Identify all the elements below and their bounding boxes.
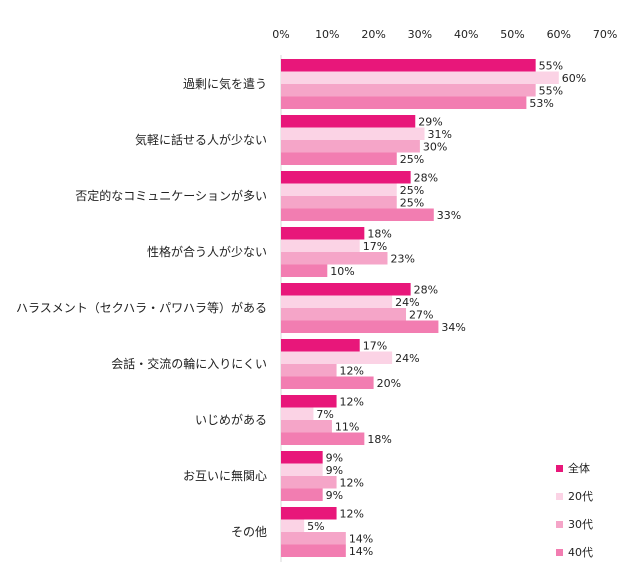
bar-value-label: 29% <box>418 116 442 129</box>
bar-0 <box>281 59 536 72</box>
bar-value-label: 55% <box>539 85 563 98</box>
bar-2 <box>281 84 536 97</box>
bar-value-label: 9% <box>326 489 343 502</box>
bar-3 <box>281 320 439 333</box>
bar-2 <box>281 140 420 153</box>
legend-swatch <box>556 465 563 472</box>
bar-value-label: 5% <box>307 520 324 533</box>
bar-value-label: 34% <box>441 321 465 334</box>
bar-1 <box>281 407 314 420</box>
bar-0 <box>281 507 337 520</box>
bar-value-label: 25% <box>400 153 424 166</box>
bar-3 <box>281 488 323 501</box>
bar-value-label: 17% <box>363 340 387 353</box>
bar-value-label: 12% <box>340 396 364 409</box>
category-label: 過剰に気を遣う <box>183 76 267 91</box>
bar-value-label: 30% <box>423 141 447 154</box>
bar-2 <box>281 476 337 489</box>
x-tick-label: 30% <box>408 28 432 41</box>
category-label: ハラスメント（セクハラ・パワハラ等）がある <box>16 300 267 315</box>
bar-3 <box>281 544 346 557</box>
bar-0 <box>281 115 416 128</box>
x-tick-label: 10% <box>315 28 339 41</box>
bar-value-label: 25% <box>400 197 424 210</box>
bar-value-label: 20% <box>377 377 401 390</box>
bar-value-label: 33% <box>437 209 461 222</box>
bar-1 <box>281 351 393 364</box>
bar-value-label: 18% <box>367 228 391 241</box>
bar-value-label: 9% <box>326 452 343 465</box>
x-tick-label: 40% <box>454 28 478 41</box>
bar-3 <box>281 152 397 165</box>
bar-value-label: 31% <box>428 128 452 141</box>
bar-0 <box>281 339 360 352</box>
category-label: 気軽に話せる人が少ない <box>135 132 267 147</box>
legend-label: 40代 <box>568 546 593 559</box>
bar-1 <box>281 295 393 308</box>
bar-0 <box>281 227 365 240</box>
bar-value-label: 24% <box>395 296 419 309</box>
bar-3 <box>281 264 328 277</box>
bar-value-label: 18% <box>367 433 391 446</box>
x-tick-label: 0% <box>272 28 289 41</box>
bar-value-label: 23% <box>390 253 414 266</box>
bar-value-label: 12% <box>340 477 364 490</box>
legend-label: 全体 <box>568 461 590 475</box>
bar-value-label: 9% <box>326 464 343 477</box>
bar-value-label: 7% <box>316 408 333 421</box>
bar-2 <box>281 252 388 265</box>
x-tick-label: 50% <box>500 28 524 41</box>
bar-value-label: 14% <box>349 545 373 558</box>
bar-3 <box>281 96 527 109</box>
bar-value-label: 27% <box>409 309 433 322</box>
bar-0 <box>281 283 411 296</box>
bar-value-label: 53% <box>529 97 553 110</box>
legend-label: 20代 <box>568 490 593 503</box>
bar-value-label: 12% <box>340 365 364 378</box>
bar-2 <box>281 420 332 433</box>
legend-swatch <box>556 493 563 500</box>
category-label: いじめがある <box>195 412 267 427</box>
category-label: お互いに無関心 <box>183 468 267 483</box>
bar-value-label: 10% <box>330 265 354 278</box>
bar-1 <box>281 183 397 196</box>
bar-value-label: 12% <box>340 508 364 521</box>
legend-swatch <box>556 521 563 528</box>
legend-label: 30代 <box>568 518 593 531</box>
bar-0 <box>281 395 337 408</box>
bar-value-label: 17% <box>363 240 387 253</box>
bar-value-label: 25% <box>400 184 424 197</box>
x-tick-label: 70% <box>593 28 617 41</box>
x-tick-label: 20% <box>361 28 385 41</box>
bar-value-label: 11% <box>335 421 359 434</box>
bar-3 <box>281 208 434 221</box>
bar-2 <box>281 196 397 209</box>
bar-3 <box>281 376 374 389</box>
bar-value-label: 60% <box>562 72 586 85</box>
bar-1 <box>281 127 425 140</box>
bar-value-label: 28% <box>414 172 438 185</box>
bar-0 <box>281 171 411 184</box>
bar-value-label: 14% <box>349 533 373 546</box>
category-label: 性格が合う人が少ない <box>147 244 267 259</box>
bar-2 <box>281 364 337 377</box>
bar-2 <box>281 308 407 321</box>
bar-0 <box>281 451 323 464</box>
bar-value-label: 55% <box>539 60 563 73</box>
bar-1 <box>281 519 305 532</box>
category-label: その他 <box>231 525 267 539</box>
bar-1 <box>281 239 360 252</box>
bar-3 <box>281 432 365 445</box>
category-label: 否定的なコミュニケーションが多い <box>75 188 267 203</box>
bar-1 <box>281 71 559 84</box>
bar-2 <box>281 532 346 545</box>
bar-value-label: 24% <box>395 352 419 365</box>
category-label: 会話・交流の輪に入りにくい <box>111 356 267 371</box>
x-tick-label: 60% <box>547 28 571 41</box>
bar-1 <box>281 463 323 476</box>
bar-value-label: 28% <box>414 284 438 297</box>
legend-swatch <box>556 549 563 556</box>
